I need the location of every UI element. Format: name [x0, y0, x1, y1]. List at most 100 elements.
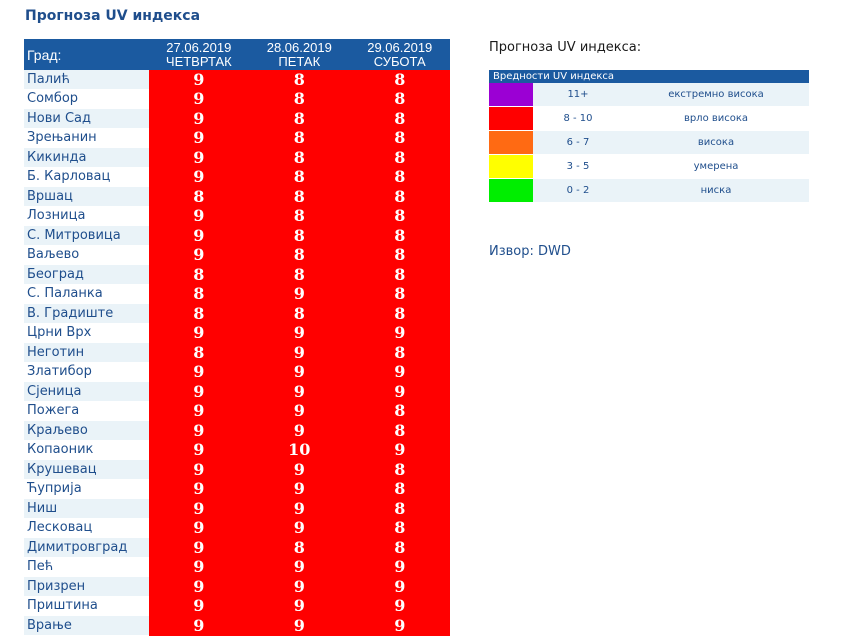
- city-name: Копаоник: [24, 440, 149, 460]
- day-date: 29.06.2019: [367, 39, 433, 55]
- uv-value-cell: 8: [349, 401, 450, 421]
- uv-value-cell: 9: [148, 362, 250, 382]
- table-row: С. Паланка 8 9 8: [24, 284, 450, 304]
- uv-value-cell: 9: [148, 148, 250, 168]
- table-row: Сјеница 9 9 9: [24, 382, 450, 402]
- uv-value-cell: 9: [148, 616, 250, 636]
- table-row: Вршац 8 8 8: [24, 187, 450, 207]
- uv-value-cell: 8: [349, 284, 450, 304]
- table-row: Кикинда 9 8 8: [24, 148, 450, 168]
- uv-value-cell: 8: [148, 343, 250, 363]
- city-name: Краљево: [24, 421, 149, 441]
- table-row: Зрењанин 9 8 8: [24, 128, 450, 148]
- legend-color-swatch: [489, 178, 533, 203]
- uv-value-cell: 8: [249, 89, 350, 109]
- table-row: Крушевац 9 9 8: [24, 460, 450, 480]
- table-row: Ћуприја 9 9 8: [24, 479, 450, 499]
- uv-value-cell: 8: [349, 538, 450, 558]
- city-name: Кикинда: [24, 148, 149, 168]
- uv-value-cell: 9: [249, 577, 350, 597]
- city-name: Сјеница: [24, 382, 149, 402]
- uv-value-cell: 8: [148, 265, 250, 285]
- legend-range: 0 - 2: [533, 178, 623, 203]
- city-name: Црни Врх: [24, 323, 149, 343]
- uv-value-cell: 9: [148, 440, 250, 460]
- city-name: Нови Сад: [24, 109, 149, 129]
- day-name: ЧЕТВРТАК: [165, 53, 232, 69]
- legend-range: 3 - 5: [533, 154, 623, 179]
- uv-value-cell: 9: [349, 616, 450, 636]
- uv-value-cell: 9: [249, 284, 350, 304]
- uv-value-cell: 9: [148, 167, 250, 187]
- uv-value-cell: 8: [349, 421, 450, 441]
- legend-label: врло висока: [623, 106, 809, 131]
- table-header-row: Град: 27.06.2019 ЧЕТВРТАК 28.06.2019 ПЕТ…: [24, 39, 450, 70]
- uv-value-cell: 8: [349, 187, 450, 207]
- uv-value-cell: 9: [148, 226, 250, 246]
- legend-row: 8 - 10 врло висока: [489, 106, 809, 131]
- table-row: Неготин 8 9 8: [24, 343, 450, 363]
- uv-value-cell: 9: [249, 518, 350, 538]
- uv-value-cell: 9: [249, 460, 350, 480]
- uv-value-cell: 8: [249, 226, 350, 246]
- legend-range: 11+: [533, 83, 623, 107]
- page-title: Прогноза UV индекса: [25, 8, 201, 24]
- uv-value-cell: 8: [249, 148, 350, 168]
- legend-title: Прогноза UV индекса:: [489, 40, 642, 55]
- legend-range: 8 - 10: [533, 106, 623, 131]
- city-name: Б. Карловац: [24, 167, 149, 187]
- uv-value-cell: 9: [249, 616, 350, 636]
- table-row: Пећ 9 9 9: [24, 557, 450, 577]
- city-name: Ћуприја: [24, 479, 149, 499]
- day-date: 28.06.2019: [266, 39, 332, 55]
- uv-value-cell: 9: [148, 479, 250, 499]
- day-name: ПЕТАК: [278, 53, 321, 69]
- city-name: Лесковац: [24, 518, 149, 538]
- table-row: Лозница 9 8 8: [24, 206, 450, 226]
- city-name: Лозница: [24, 206, 149, 226]
- uv-value-cell: 9: [249, 557, 350, 577]
- table-row: Пожега 9 9 8: [24, 401, 450, 421]
- uv-value-cell: 9: [249, 382, 350, 402]
- legend-row: 11+ екстремно висока: [489, 83, 809, 107]
- uv-value-cell: 9: [148, 382, 250, 402]
- uv-value-cell: 9: [148, 499, 250, 519]
- day-name: СУБОТА: [373, 53, 426, 69]
- uv-value-cell: 9: [148, 70, 250, 90]
- table-row: Врање 9 9 9: [24, 616, 450, 636]
- uv-value-cell: 9: [249, 479, 350, 499]
- uv-value-cell: 8: [249, 70, 350, 90]
- city-name: Ниш: [24, 499, 149, 519]
- table-row: Црни Врх 9 9 9: [24, 323, 450, 343]
- uv-value-cell: 9: [349, 557, 450, 577]
- table-row: Приштина 9 9 9: [24, 596, 450, 616]
- uv-value-cell: 9: [148, 323, 250, 343]
- legend-body: 11+ екстремно висока 8 - 10 врло висока 6 - …: [489, 83, 809, 203]
- uv-value-cell: 9: [349, 362, 450, 382]
- table-row: Копаоник 9 10 9: [24, 440, 450, 460]
- uv-value-cell: 8: [349, 518, 450, 538]
- uv-value-cell: 8: [349, 343, 450, 363]
- uv-value-cell: 9: [349, 440, 450, 460]
- table-row: Златибор 9 9 9: [24, 362, 450, 382]
- legend-color-swatch: [489, 83, 533, 107]
- table-row: Ниш 9 9 8: [24, 499, 450, 519]
- uv-value-cell: 8: [249, 245, 350, 265]
- city-name: Златибор: [24, 362, 149, 382]
- uv-value-cell: 9: [148, 421, 250, 441]
- uv-value-cell: 8: [249, 109, 350, 129]
- legend-label: ниска: [623, 178, 809, 203]
- uv-value-cell: 8: [148, 187, 250, 207]
- legend-header-row: Вредности UV индекса: [489, 70, 809, 83]
- legend-color-swatch: [489, 130, 533, 155]
- city-column-header: Град:: [24, 39, 149, 70]
- city-name: В. Градиште: [24, 304, 149, 324]
- city-name: Београд: [24, 265, 149, 285]
- day-column-header: 28.06.2019 ПЕТАК: [249, 39, 350, 70]
- legend-label: екстремно висока: [623, 83, 809, 107]
- day-column-header: 29.06.2019 СУБОТА: [349, 39, 450, 70]
- table-row: Димитровград 9 8 8: [24, 538, 450, 558]
- city-name: Димитровград: [24, 538, 149, 558]
- uv-value-cell: 8: [148, 284, 250, 304]
- uv-value-cell: 9: [249, 499, 350, 519]
